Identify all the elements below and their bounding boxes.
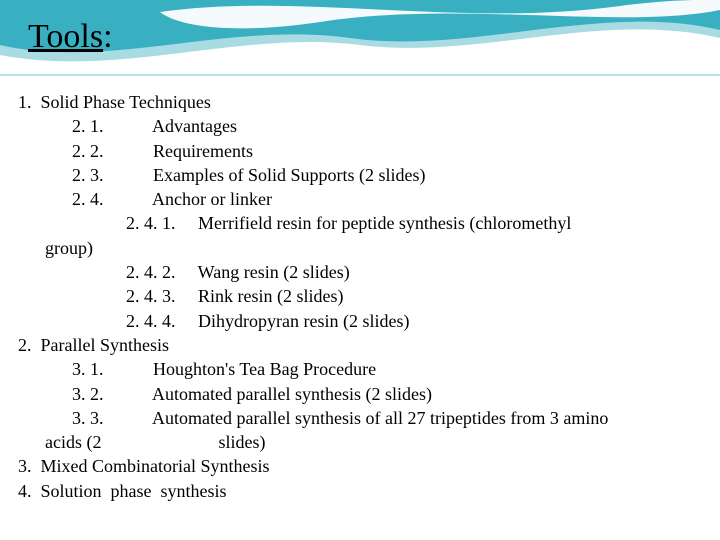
- outline-row: group): [18, 236, 708, 260]
- outline-content: 1. Solid Phase Techniques 2. 1. Advantag…: [18, 90, 708, 503]
- wave-white-curve-1: [160, 0, 720, 28]
- outline-row: 2. 4. 2. Wang resin (2 slides): [18, 260, 708, 284]
- outline-row: 4. Solution phase synthesis: [18, 479, 708, 503]
- outline-row: 3. Mixed Combinatorial Synthesis: [18, 454, 708, 478]
- outline-row: 2. 4. 1. Merrifield resin for peptide sy…: [18, 211, 708, 235]
- outline-row: 3. 2. Automated parallel synthesis (2 sl…: [18, 382, 708, 406]
- wave-white-curve-2: [0, 55, 600, 78]
- outline-row: 3. 3. Automated parallel synthesis of al…: [18, 406, 708, 430]
- outline-row: 2. 4. 3. Rink resin (2 slides): [18, 284, 708, 308]
- outline-row: 1. Solid Phase Techniques: [18, 90, 708, 114]
- outline-row: 2. 3. Examples of Solid Supports (2 slid…: [18, 163, 708, 187]
- outline-row: 2. 1. Advantages: [18, 114, 708, 138]
- outline-row: acids (2 slides): [18, 430, 708, 454]
- outline-row: 2. Parallel Synthesis: [18, 333, 708, 357]
- title-text: Tools: [28, 18, 103, 55]
- outline-row: 3. 1. Houghton's Tea Bag Procedure: [18, 357, 708, 381]
- outline-row: 2. 4. 4. Dihydropyran resin (2 slides): [18, 309, 708, 333]
- outline-row: 2. 4. Anchor or linker: [18, 187, 708, 211]
- title-suffix: :: [103, 18, 112, 55]
- outline-row: 2. 2. Requirements: [18, 139, 708, 163]
- slide-title: Tools:: [28, 18, 113, 56]
